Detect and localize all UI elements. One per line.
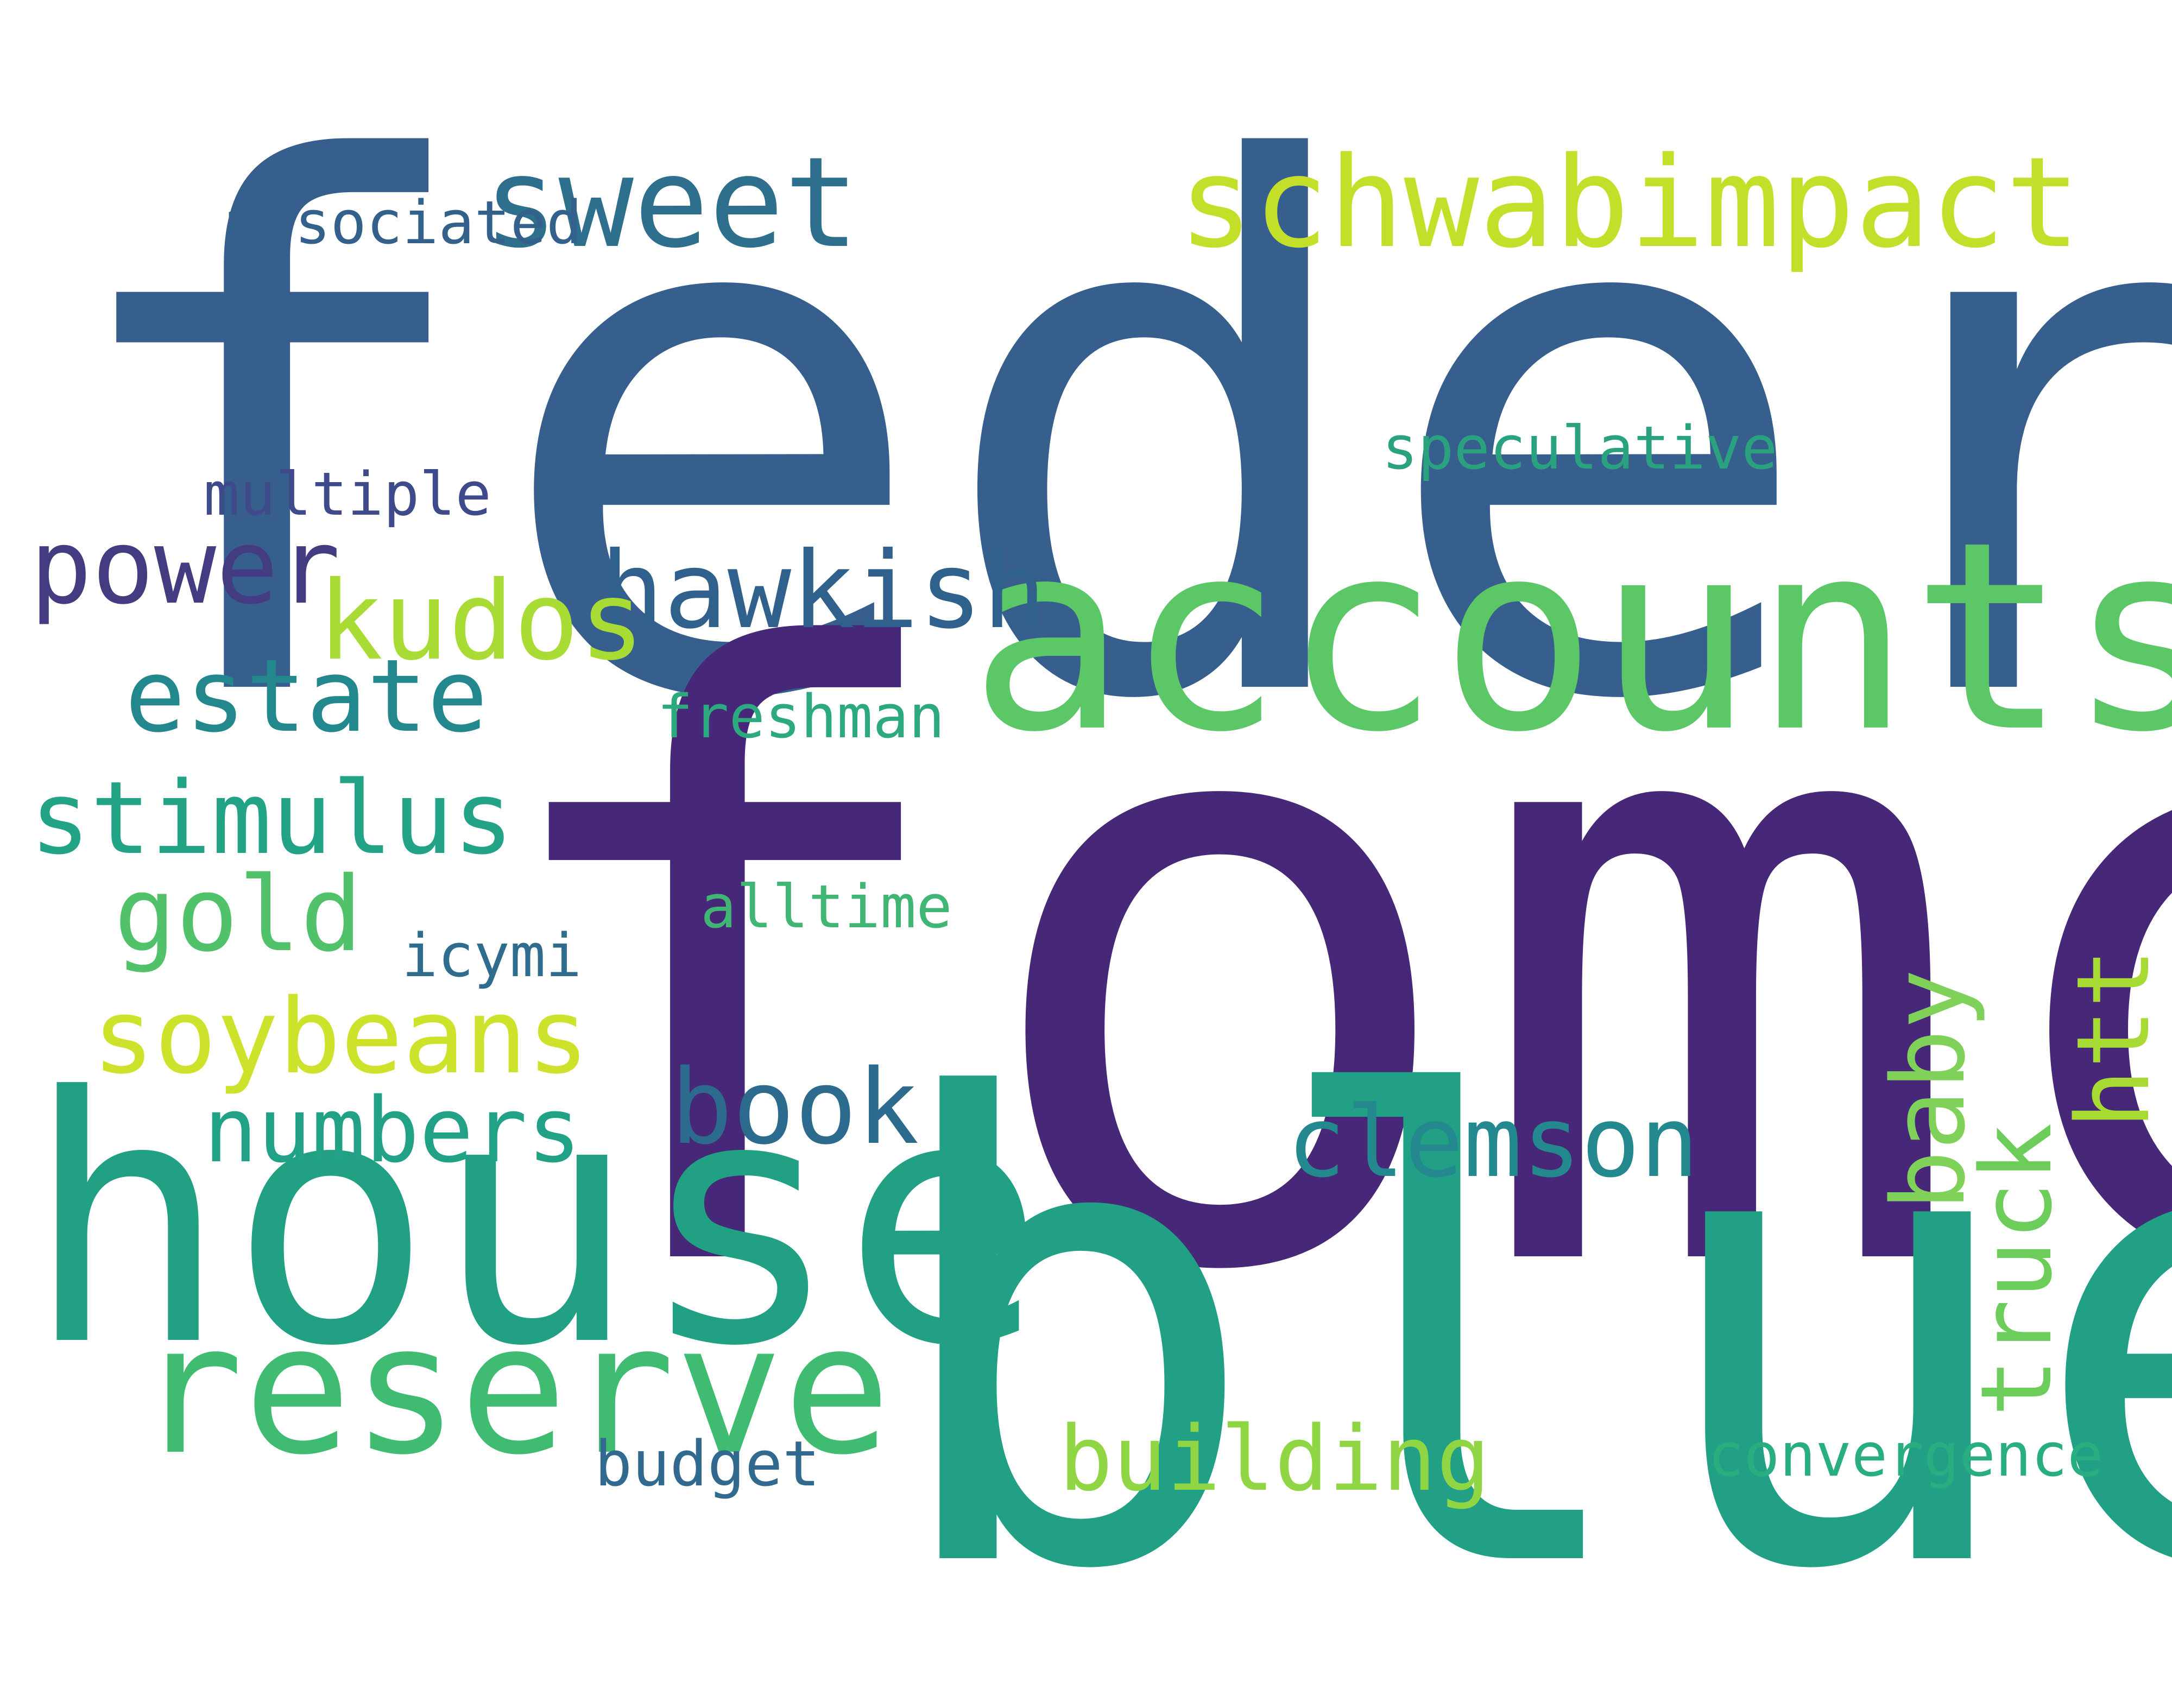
word-truck: icymi [402,921,582,990]
word-speculative: convergence [1708,1420,2104,1490]
word-numbers: numbers [204,1078,582,1182]
word-multiple: freshman [657,682,945,751]
word-icymi: speculative [1382,413,1778,483]
word-baby: multiple [204,459,491,529]
word-soybeans: soybeans [92,977,590,1097]
word-stimulus: stimulus [30,760,514,877]
word-convergence: truck [1960,1123,2074,1417]
word-federal: federal [46,16,2172,857]
word-blue: blue [880,969,2172,1708]
word-power: power [30,507,340,627]
word-associated: budget [595,1428,820,1501]
word-hawkish: hawkish [600,529,1046,652]
word-schwabimpact: schwabimpact [1178,131,2081,276]
word-cloud: federal fomc blue house accounts reserve… [24,16,2172,1656]
word-budget: htt [2055,947,2172,1129]
word-sweet: sweet [483,131,860,276]
word-freshman: building [1059,1407,1491,1511]
word-house: house [24,1026,1046,1420]
word-htt: alltime [700,872,952,941]
word-fomc: fomc [470,485,2172,1452]
word-clemson: clemson [1287,1086,1699,1199]
word-book: book [671,1047,919,1167]
word-gold: gold [114,855,363,975]
word-accounts: accounts [969,486,2172,789]
word-reserve: reserve [136,1286,891,1494]
word-kudos: kudos [318,558,645,685]
word-alltime: associated [223,188,583,257]
word-estate: estate [125,637,488,755]
